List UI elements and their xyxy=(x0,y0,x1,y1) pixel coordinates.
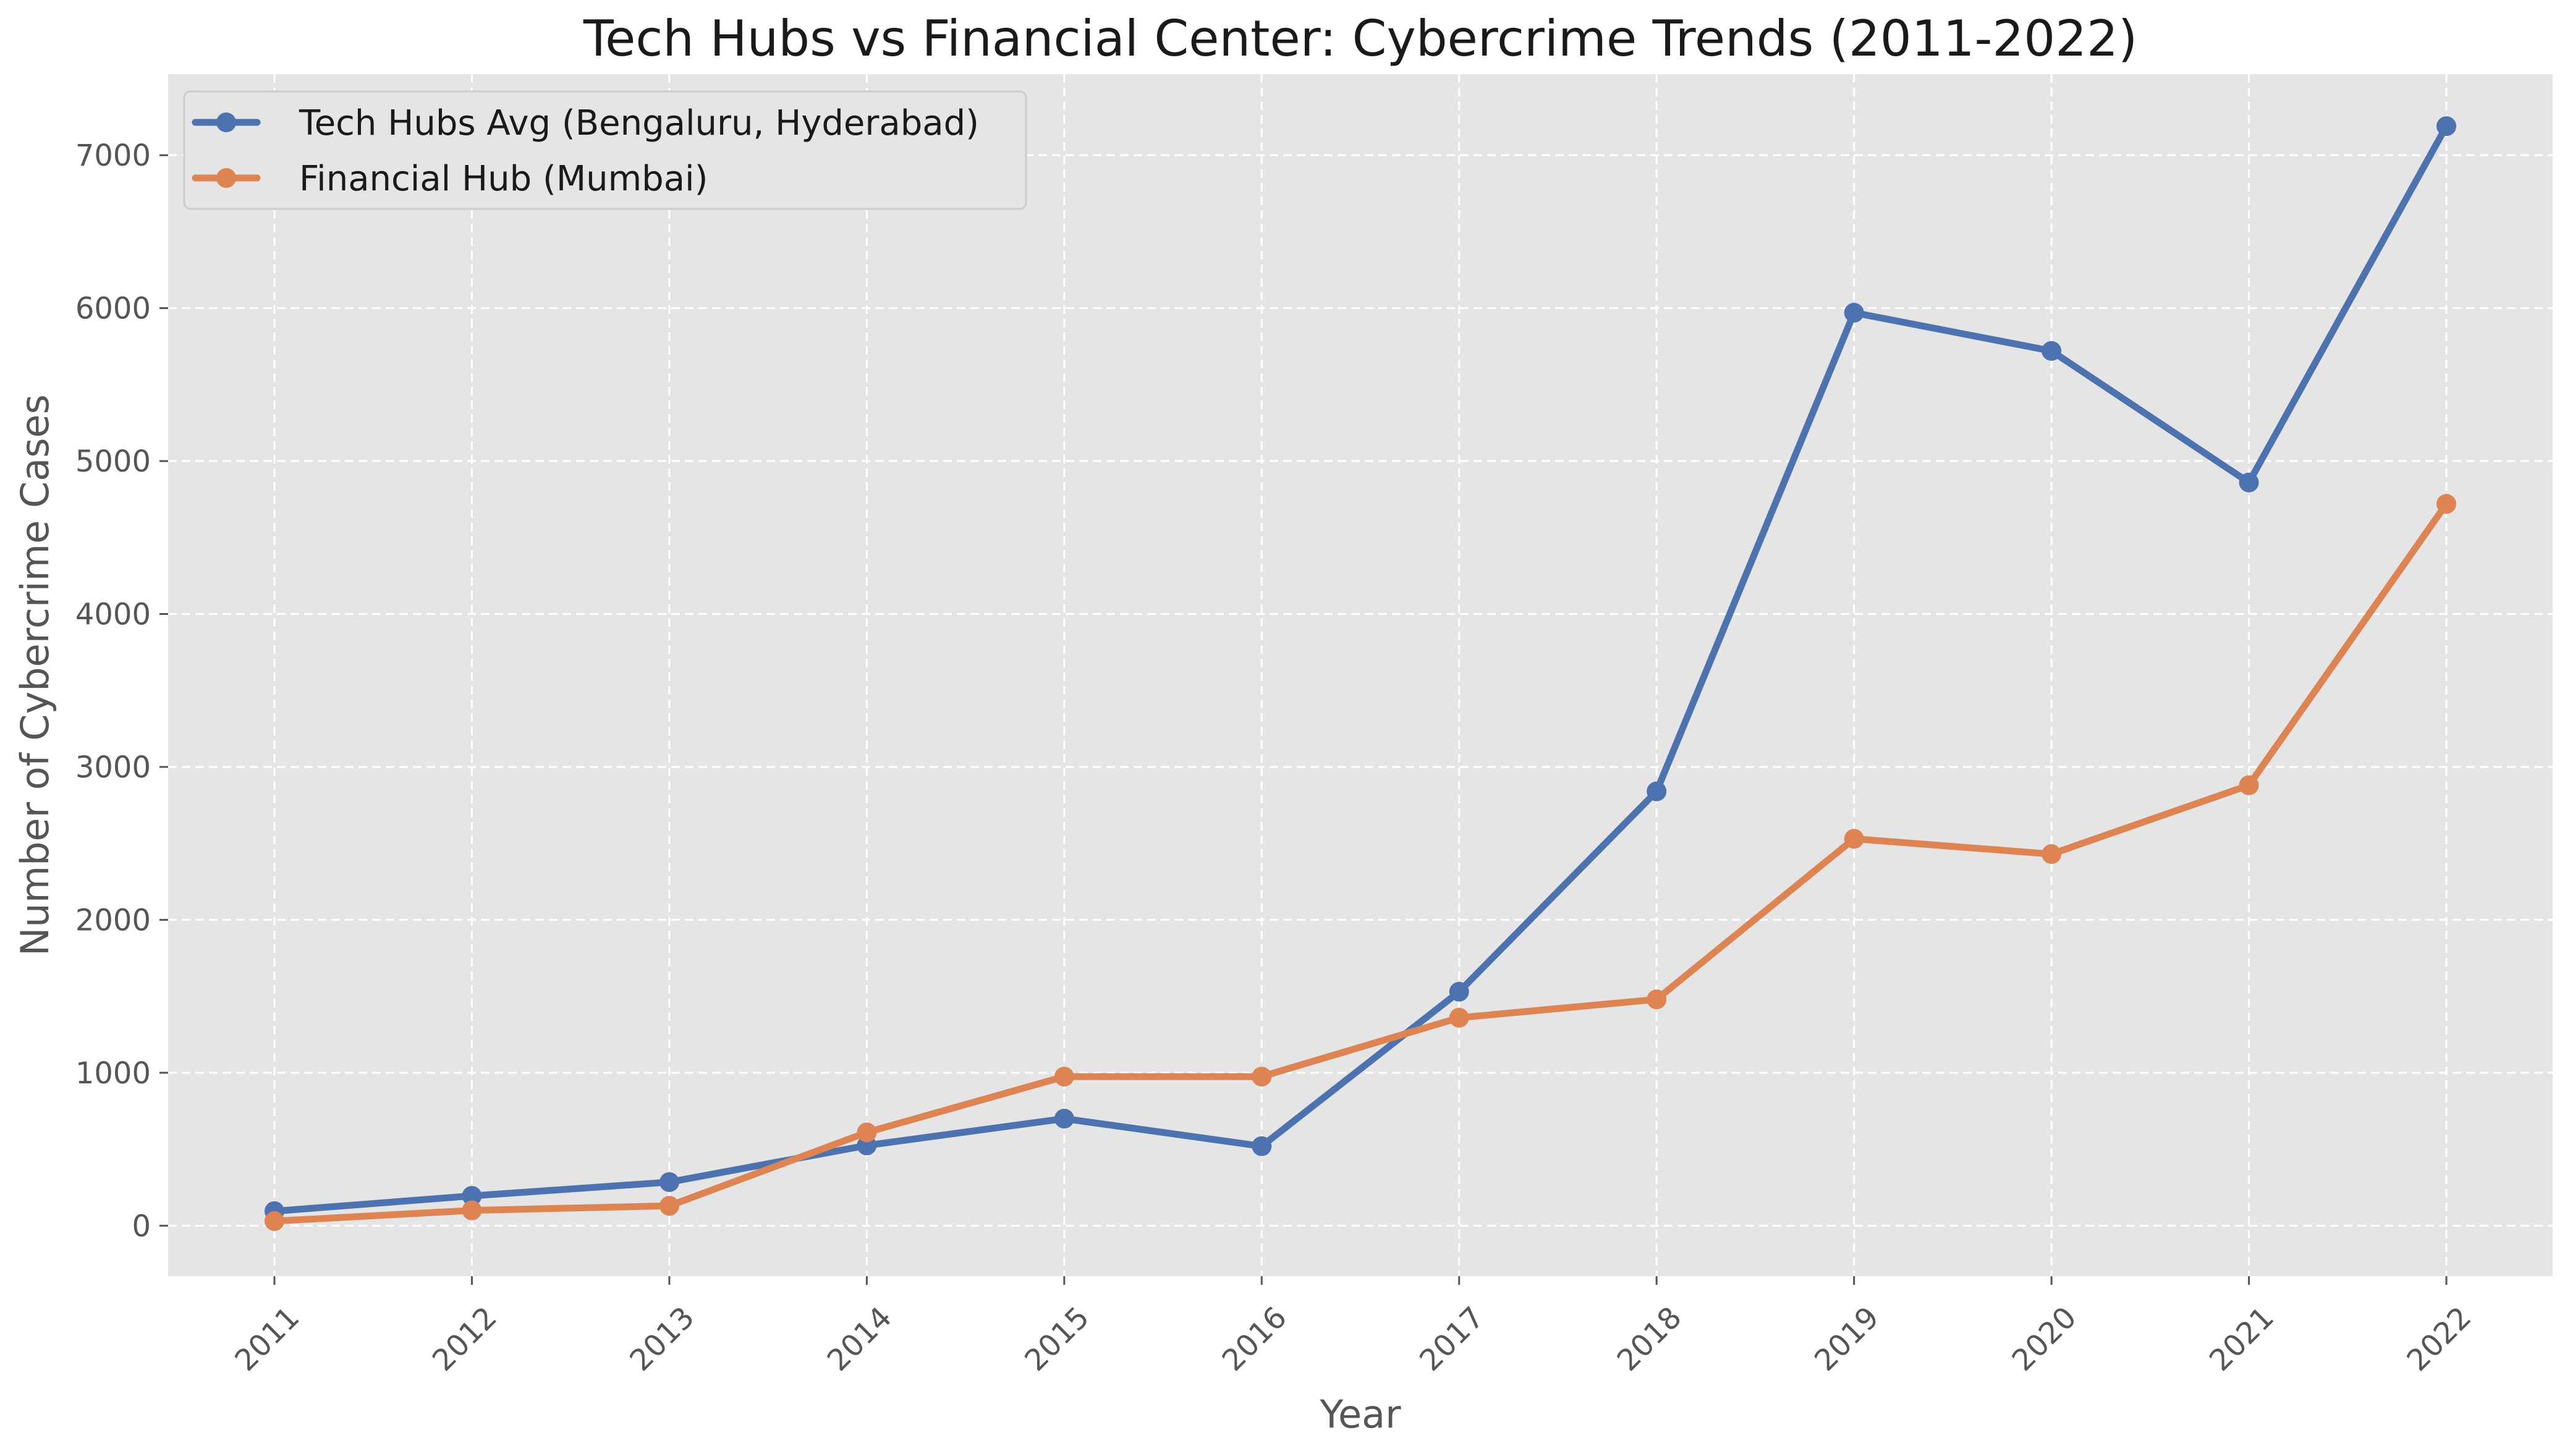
data-point xyxy=(2436,494,2456,514)
x-axis-label: Year xyxy=(1319,1392,1401,1437)
y-axis-label: Number of Cybercrime Cases xyxy=(12,394,57,956)
x-tick-label: 2011 xyxy=(228,1300,306,1378)
data-point xyxy=(2042,844,2062,865)
data-point xyxy=(857,1122,877,1143)
legend-label: Tech Hubs Avg (Bengaluru, Hyderabad) xyxy=(299,103,979,143)
data-point xyxy=(1647,781,1667,802)
y-tick-label: 4000 xyxy=(75,598,151,632)
legend-box xyxy=(183,90,1027,210)
chart-title: Tech Hubs vs Financial Center: Cybercrim… xyxy=(583,10,2137,67)
data-point xyxy=(1054,1109,1074,1129)
y-tick-label: 2000 xyxy=(75,903,151,938)
legend-swatch-marker xyxy=(216,112,236,132)
y-tick-label: 0 xyxy=(132,1209,151,1243)
x-tick-label: 2015 xyxy=(1018,1300,1096,1378)
y-tick-label: 1000 xyxy=(75,1056,151,1091)
data-point xyxy=(462,1200,482,1221)
data-point xyxy=(1449,1007,1469,1028)
y-tick-label: 7000 xyxy=(75,138,151,173)
series-layer xyxy=(265,116,2456,1231)
data-point xyxy=(1647,989,1667,1010)
y-tick-label: 5000 xyxy=(75,444,151,479)
x-tick-label: 2017 xyxy=(1413,1300,1491,1378)
data-point xyxy=(1252,1136,1272,1156)
legend-label: Financial Hub (Mumbai) xyxy=(299,159,708,199)
grid-layer xyxy=(168,74,2553,1276)
y-tick-label: 3000 xyxy=(75,750,151,785)
y-axis-ticks: 0 1000 2000 3000 4000 5000 6000 7000 xyxy=(75,138,168,1243)
data-point xyxy=(2436,116,2456,137)
data-point xyxy=(2042,341,2062,361)
x-tick-label: 2016 xyxy=(1216,1300,1294,1378)
data-point xyxy=(265,1211,284,1231)
data-point xyxy=(462,1186,482,1206)
series-line-2 xyxy=(271,500,2450,1225)
data-point xyxy=(1844,829,1864,849)
x-tick-label: 2020 xyxy=(2005,1300,2083,1378)
data-point xyxy=(1449,981,1469,1002)
x-tick-label: 2018 xyxy=(1611,1300,1689,1378)
x-tick-label: 2014 xyxy=(821,1300,899,1378)
legend-swatch-marker xyxy=(216,168,236,188)
data-point xyxy=(2239,472,2259,493)
data-point xyxy=(1844,303,1864,323)
series-line-1 xyxy=(271,122,2450,1215)
x-tick-label: 2019 xyxy=(1808,1300,1886,1378)
plot-background xyxy=(168,74,2553,1276)
x-tick-label: 2012 xyxy=(426,1300,504,1378)
x-tick-label: 2022 xyxy=(2400,1300,2478,1378)
legend: Tech Hubs Avg (Bengaluru, Hyderabad) Fina… xyxy=(183,90,1027,210)
y-tick-label: 6000 xyxy=(75,292,151,326)
data-point xyxy=(1054,1067,1074,1087)
x-tick-label: 2013 xyxy=(623,1300,701,1378)
data-point xyxy=(659,1196,679,1216)
data-point xyxy=(2239,775,2259,795)
x-axis-ticks: 2011 2012 2013 2014 2015 2016 2017 2018 2019 2020… xyxy=(228,1276,2478,1378)
data-point xyxy=(1252,1067,1272,1087)
x-tick-label: 2021 xyxy=(2203,1300,2281,1378)
data-point xyxy=(659,1172,679,1192)
